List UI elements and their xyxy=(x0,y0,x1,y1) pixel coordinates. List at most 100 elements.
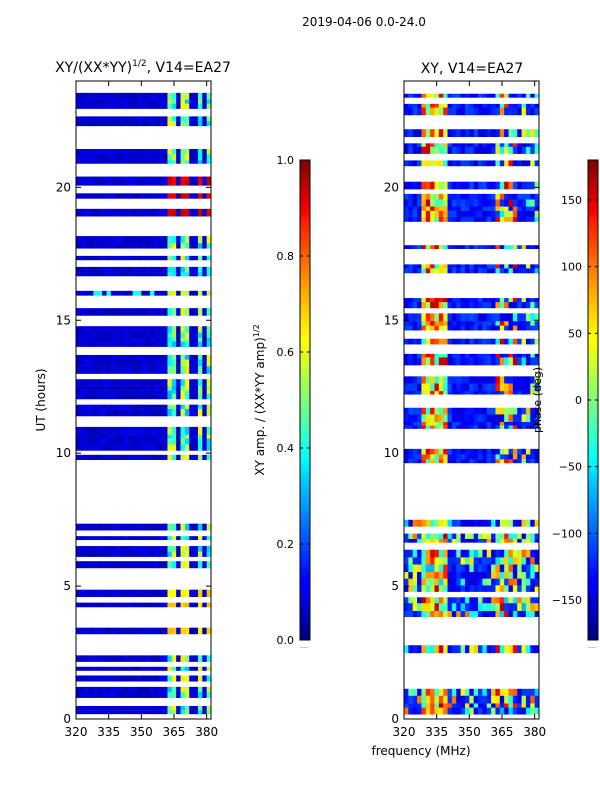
heatmap-cell xyxy=(193,444,199,451)
heatmap-cell xyxy=(132,454,138,460)
heatmap-cell xyxy=(136,454,142,460)
heatmap-cell xyxy=(180,686,186,693)
heatmap-cell xyxy=(508,313,514,322)
heatmap-cell xyxy=(189,266,194,273)
heatmap-cell xyxy=(76,176,81,181)
heatmap-cell xyxy=(525,199,531,207)
heatmap-cell xyxy=(438,216,444,222)
heatmap-cell xyxy=(495,160,501,167)
heatmap-cell xyxy=(473,103,479,108)
heatmap-cell xyxy=(482,206,488,211)
heatmap-cell xyxy=(486,597,492,604)
heatmap-cell xyxy=(464,357,470,366)
heatmap-cell xyxy=(132,255,138,261)
heatmap-cell xyxy=(434,268,440,274)
heatmap-cell xyxy=(110,266,116,273)
heatmap-cell xyxy=(464,564,470,573)
heatmap-cell xyxy=(176,393,181,400)
heatmap-cell xyxy=(482,448,488,455)
heatmap-cell xyxy=(504,557,509,565)
heatmap-cell xyxy=(163,103,168,109)
heatmap-cell xyxy=(417,206,422,211)
heatmap-cell xyxy=(525,353,531,358)
heatmap-cell xyxy=(84,379,90,386)
heatmap-cell xyxy=(89,337,94,342)
heatmap-cell xyxy=(460,597,466,604)
heatmap-cell xyxy=(202,326,208,333)
heatmap-cell xyxy=(451,103,457,108)
heatmap-cell xyxy=(80,444,86,451)
heatmap-cell xyxy=(525,146,531,154)
heatmap-cell xyxy=(176,332,181,339)
heatmap-cell xyxy=(495,210,501,217)
heatmap-cell xyxy=(469,454,475,460)
heatmap-cell xyxy=(150,290,155,296)
heatmap-cell xyxy=(412,298,418,303)
heatmap-cell xyxy=(534,206,539,211)
heatmap-cell xyxy=(421,519,427,527)
heatmap-cell xyxy=(473,181,479,190)
heatmap-cell xyxy=(534,103,539,108)
heatmap-cell xyxy=(478,557,483,565)
heatmap-cell xyxy=(421,129,427,137)
heatmap-cell xyxy=(434,688,440,696)
heatmap-cell xyxy=(115,332,120,339)
heatmap-cell xyxy=(404,421,409,426)
heatmap-cell xyxy=(163,385,168,391)
heatmap-cell xyxy=(469,199,475,207)
heatmap-cell xyxy=(76,290,81,296)
heatmap-cell xyxy=(499,519,505,527)
heatmap-cell xyxy=(508,301,514,309)
heatmap-cell xyxy=(76,116,81,121)
heatmap-cell xyxy=(434,146,440,154)
heatmap-cell xyxy=(451,298,457,303)
heatmap-cell xyxy=(404,298,409,303)
heatmap-cell xyxy=(119,686,125,693)
heatmap-cell xyxy=(421,549,427,558)
heatmap-cell xyxy=(434,160,440,167)
heatmap-cell xyxy=(508,143,514,147)
heatmap-cell xyxy=(84,454,90,460)
heatmap-cell xyxy=(154,103,160,109)
heatmap-cell xyxy=(76,426,81,435)
heatmap-cell xyxy=(534,448,539,455)
y-tick-label: 10 xyxy=(56,446,71,460)
heatmap-cell xyxy=(150,523,155,531)
heatmap-cell xyxy=(176,153,181,161)
heatmap-cell xyxy=(176,103,181,109)
heatmap-cell xyxy=(102,366,107,374)
heatmap-cell xyxy=(197,602,203,608)
heatmap-cell xyxy=(412,301,418,309)
heatmap-cell xyxy=(206,454,211,460)
heatmap-cell xyxy=(106,536,112,541)
heatmap-cell xyxy=(163,438,168,445)
heatmap-cell xyxy=(478,103,483,108)
heatmap-cell xyxy=(421,448,427,455)
heatmap-cell xyxy=(504,425,509,429)
heatmap-cell xyxy=(76,242,81,249)
heatmap-cell xyxy=(158,176,164,181)
heatmap-cell xyxy=(482,93,488,98)
heatmap-cell xyxy=(491,421,496,426)
heatmap-cell xyxy=(197,354,203,360)
heatmap-cell xyxy=(176,675,181,682)
heatmap-cell xyxy=(491,407,496,415)
heatmap-cell xyxy=(460,325,466,331)
heatmap-cell xyxy=(469,193,475,200)
heatmap-cell xyxy=(110,390,116,394)
heatmap-cell xyxy=(404,533,409,539)
heatmap-cell xyxy=(534,538,539,543)
heatmap-cell xyxy=(206,359,211,367)
heatmap-cell xyxy=(464,264,470,269)
heatmap-cell xyxy=(89,404,94,409)
heatmap-cell xyxy=(456,245,462,249)
heatmap-cell xyxy=(141,308,147,316)
heatmap-cell xyxy=(486,245,492,249)
heatmap-cell xyxy=(110,176,116,181)
x-tick-label: 335 xyxy=(97,725,120,739)
heatmap-cell xyxy=(434,421,440,426)
heatmap-cell xyxy=(517,688,522,696)
heatmap-cell xyxy=(469,703,475,708)
heatmap-cell xyxy=(176,523,181,531)
heatmap-cell xyxy=(434,93,440,98)
